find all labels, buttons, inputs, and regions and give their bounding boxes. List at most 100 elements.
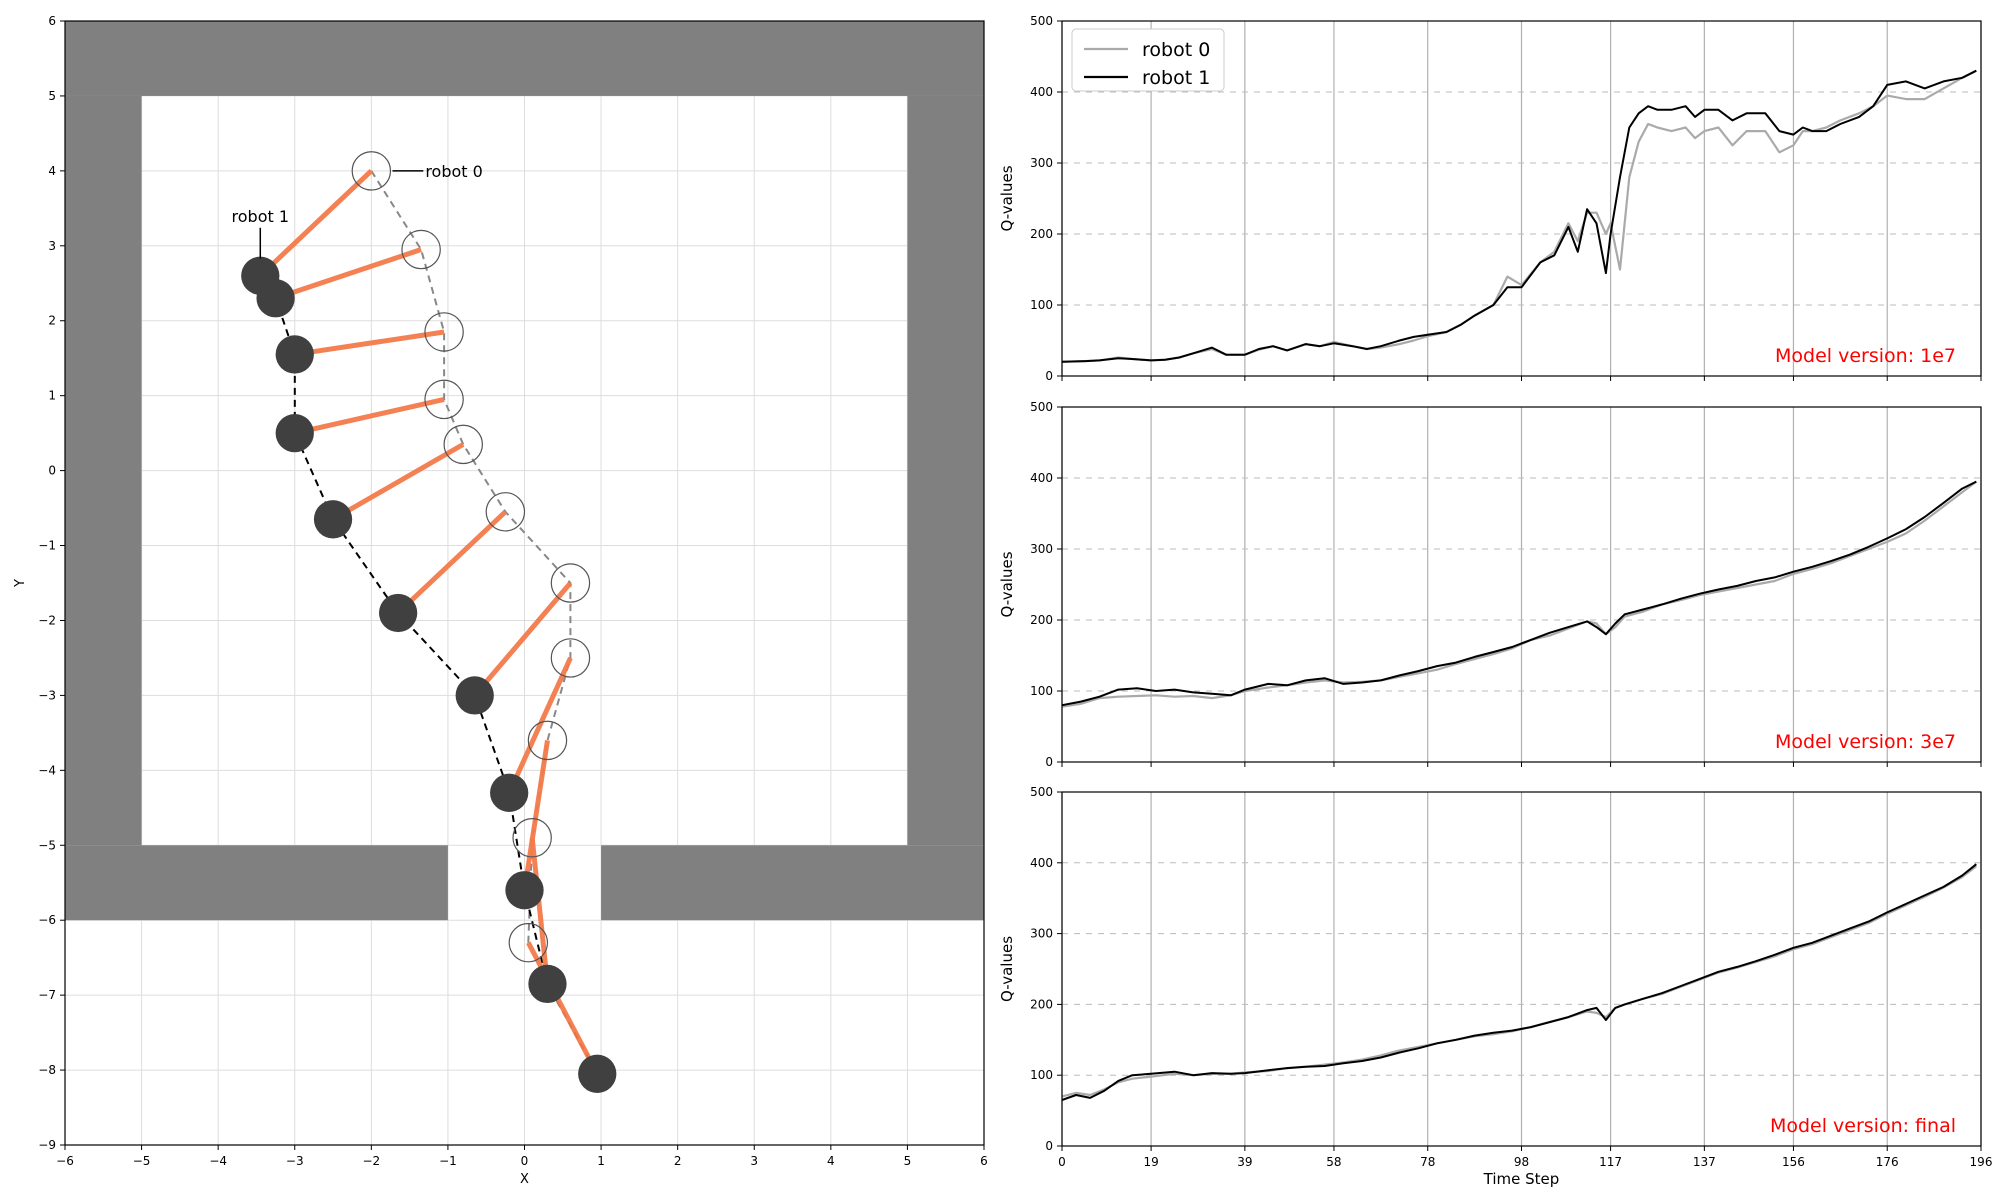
q-y-tick-label: 0 [1045,755,1053,769]
q-series-line-robot1 [1061,863,1977,1101]
robot1-position-marker [578,1054,617,1093]
q-y-tick-label: 300 [1030,542,1053,556]
q-x-tick-label: 98 [1514,1155,1529,1169]
q-panel-3: 0 100 200 300 400 500 0 19 39 58 78 98 117 137 156 176 1… [998,785,1992,1188]
map-x-tick-label: 1 [597,1154,605,1168]
map-y-tick-label: −6 [38,913,56,927]
robot0-trajectory [370,170,572,943]
q-x-tick-label: 156 [1782,1155,1805,1169]
q-y-tick-label: 0 [1045,369,1053,383]
map-wall [601,845,984,921]
map-wall [907,95,984,846]
robot0-position-marker [512,818,552,858]
q-y-tick-label: 100 [1030,1068,1053,1082]
q-series-line-robot1 [1061,69,1977,363]
map-robot-markers [241,151,617,1093]
robot-link-line [472,581,573,698]
q-x-tick-label: 0 [1058,1155,1066,1169]
map-x-tick-label: 5 [904,1154,912,1168]
robot1-position-marker [256,279,295,318]
map-x-tick-label: −3 [286,1154,304,1168]
map-walls [65,21,984,921]
robot-link-line [294,329,445,357]
model-version-annotation: Model version: 3e7 [1775,731,1956,753]
q-value-panels: 0 100 200 300 400 500 Q-values Model version: 1… [998,14,1992,1188]
robot-link-line [396,509,508,615]
map-y-tick-label: 2 [48,314,56,328]
map-x-tick-label: 3 [750,1154,758,1168]
map-wall [65,845,448,921]
map-x-tick-label: −2 [362,1154,380,1168]
q-x-tick-label: 176 [1876,1155,1899,1169]
robot1-annotation-label: robot 1 [232,207,290,226]
q-x-tick-label: 39 [1237,1155,1252,1169]
map-y-axis-label: Y [13,579,28,588]
map-x-tick-label: 2 [674,1154,682,1168]
legend-label-robot0: robot 0 [1142,39,1210,61]
map-y-tick-label: −7 [38,988,56,1002]
q-y-tick-label: 100 [1030,298,1053,312]
robot0-annotation-label: robot 0 [425,162,483,181]
robot-link-line [274,247,422,301]
robot1-position-marker [455,676,494,715]
robot0-position-marker [550,563,591,603]
q-y-tick-label: 400 [1030,85,1053,99]
q-y-axis-label: Q-values [998,165,1016,231]
legend-box [1071,28,1225,92]
map-y-tick-label: 0 [48,464,56,478]
q-y-tick-label: 500 [1030,400,1053,414]
robot0-position-marker [424,379,464,420]
robot-link-line [294,396,445,436]
map-x-axis-label: X [520,1172,529,1187]
robot0-position-marker [401,229,441,270]
robot-link-line [506,656,573,794]
robot1-position-marker [505,871,544,910]
q-y-tick-label: 200 [1030,997,1053,1011]
q-series-line-robot0 [1061,865,1977,1098]
robot0-position-marker [485,492,526,532]
robot0-position-marker [508,922,549,963]
robot-link-line [529,837,550,985]
robot0-position-marker [527,720,568,761]
robot1-position-marker [528,964,567,1004]
q-series-line-robot0 [1061,480,1977,708]
map-x-tick-label: −4 [209,1154,227,1168]
map-x-tick-label: 6 [980,1154,988,1168]
q-y-axis-label: Q-values [998,936,1016,1002]
map-x-ticks: −6 −5 −4 −3 −2 −1 0 1 2 3 4 5 6 [56,1145,988,1168]
robot1-position-marker [490,773,529,812]
q-y-tick-label: 200 [1030,613,1053,627]
map-y-ticks: −9 −8 −7 −6 −5 −4 −3 −2 −1 0 1 2 3 4 5 6 [38,14,65,1152]
q-y-axis-label: Q-values [998,551,1016,617]
q-y-tick-label: 400 [1030,471,1053,485]
map-y-tick-label: −1 [38,539,56,553]
robot-link-line [258,169,374,278]
map-x-tick-label: −1 [439,1154,457,1168]
robot-link-line [526,941,600,1075]
q-x-tick-label: 117 [1599,1155,1622,1169]
map-y-tick-label: −8 [38,1063,56,1077]
map-y-tick-label: −5 [38,838,56,852]
q-x-tick-label: 137 [1693,1155,1716,1169]
map-x-tick-label: −5 [133,1154,151,1168]
map-wall [65,95,142,846]
map-y-tick-label: −9 [38,1138,56,1152]
robot1-position-marker [275,335,314,374]
legend: robot 0 robot 1 [1071,28,1225,92]
q-series-line-robot0 [1061,69,1977,363]
map-y-tick-label: −2 [38,613,56,627]
robot1-position-marker [275,413,314,453]
map-x-tick-label: 0 [521,1154,529,1168]
map-y-tick-label: 3 [48,239,56,253]
q-y-tick-label: 300 [1030,927,1053,941]
map-robot-links [258,169,600,1075]
robot-link-line [331,442,465,522]
q-x-axis-label: Time Step [1483,1170,1560,1188]
q-x-tick-label: 19 [1143,1155,1158,1169]
map-gridlines [64,20,985,1146]
q-x-tick-label: 58 [1326,1155,1341,1169]
q-y-tick-label: 400 [1030,856,1053,870]
robot1-position-marker [378,593,418,633]
q-y-tick-label: 300 [1030,156,1053,170]
